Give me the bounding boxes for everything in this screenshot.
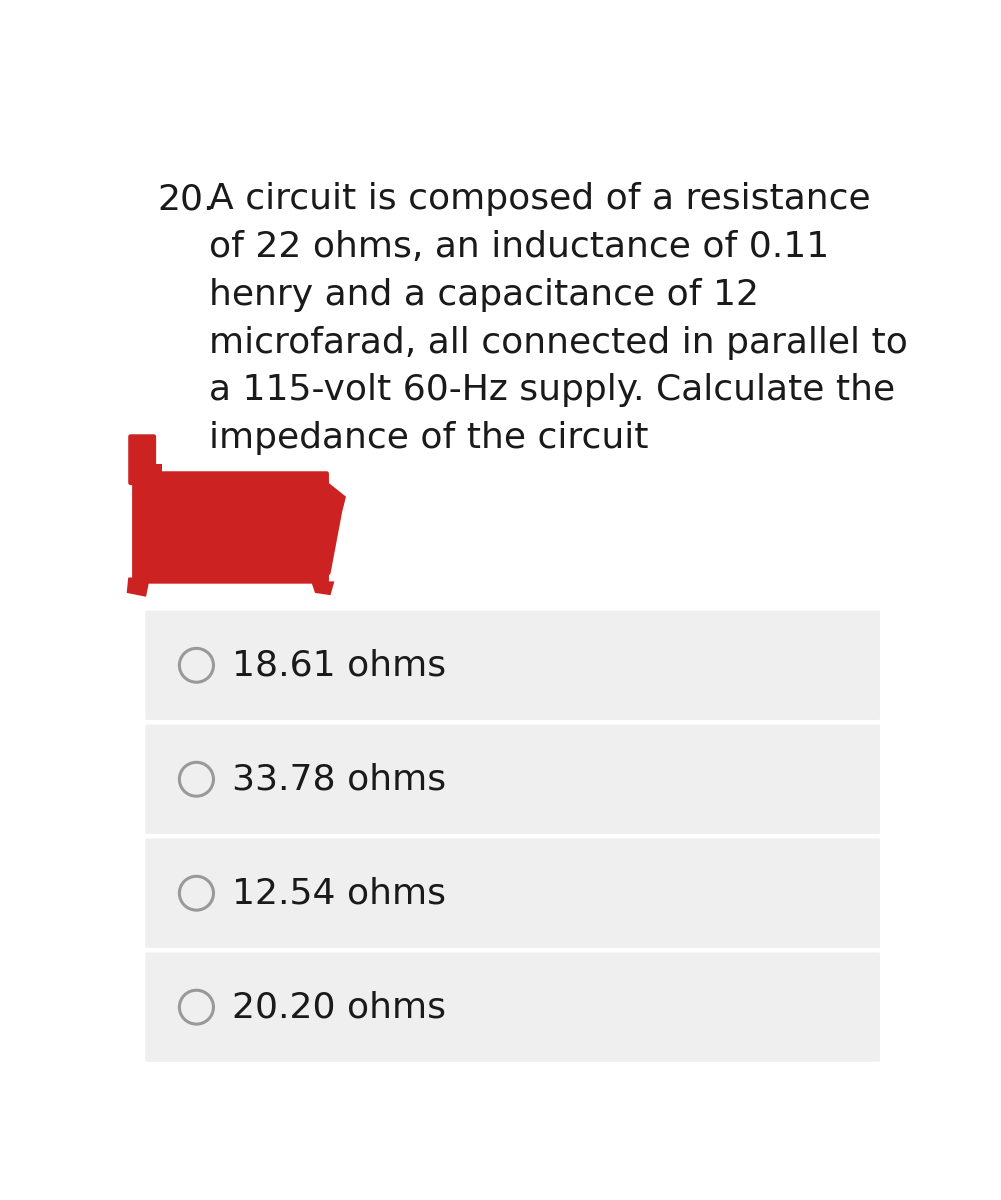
Text: 12.54 ohms: 12.54 ohms [232,876,446,911]
Text: 33.78 ohms: 33.78 ohms [232,762,446,797]
Text: 18.61 ohms: 18.61 ohms [232,648,446,683]
FancyBboxPatch shape [145,725,880,834]
Text: of 22 ohms, an inductance of 0.11: of 22 ohms, an inductance of 0.11 [209,230,829,264]
Text: 20.20 ohms: 20.20 ohms [232,990,446,1024]
FancyBboxPatch shape [145,953,880,1062]
Text: a 115-volt 60-Hz supply. Calculate the: a 115-volt 60-Hz supply. Calculate the [209,373,895,408]
Text: microfarad, all connected in parallel to: microfarad, all connected in parallel to [209,325,908,360]
Text: 20.: 20. [158,182,215,216]
FancyBboxPatch shape [128,434,156,485]
Text: impedance of the circuit: impedance of the circuit [209,421,649,455]
Text: henry and a capacitance of 12: henry and a capacitance of 12 [209,278,759,312]
FancyBboxPatch shape [132,472,329,583]
Polygon shape [127,577,150,596]
FancyBboxPatch shape [145,611,880,720]
Text: A circuit is composed of a resistance: A circuit is composed of a resistance [209,182,871,216]
Polygon shape [130,463,161,475]
Polygon shape [311,581,334,595]
Polygon shape [326,481,346,577]
FancyBboxPatch shape [145,839,880,948]
